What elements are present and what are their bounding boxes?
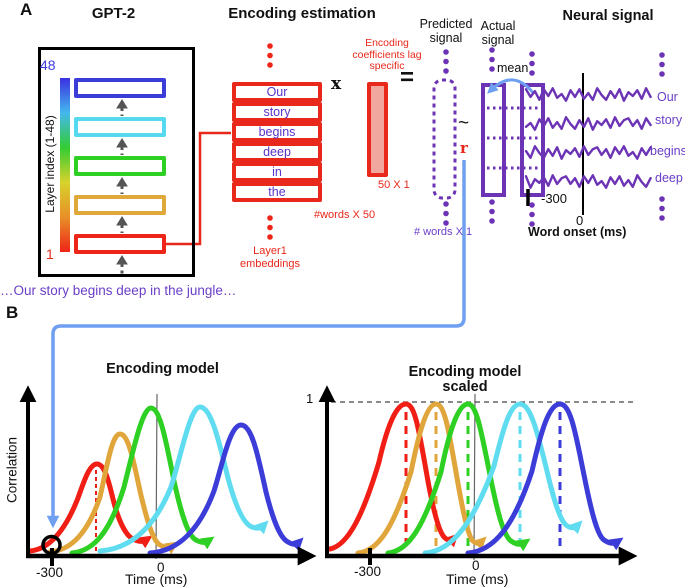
mean-arrow <box>487 78 536 95</box>
word-label: Our <box>266 85 288 99</box>
word-row: begins <box>232 122 322 142</box>
mean-label: mean <box>497 61 529 75</box>
right-tick-minus300: -300 <box>354 564 382 579</box>
encoding-model-scaled-plot <box>318 385 638 566</box>
gpt2-box <box>38 47 195 277</box>
word-row: the <box>232 182 322 202</box>
word-row: in <box>232 162 322 182</box>
layer-index-gradient-bar <box>60 78 70 252</box>
wave-word-label: begins <box>650 144 685 158</box>
correlation-r-label: r <box>460 139 468 157</box>
stimulus-sentence: …Our story begins deep in the jungle… <box>0 283 237 298</box>
ellipsis-dots <box>267 43 665 240</box>
right-tick-zero: 0 <box>472 558 480 573</box>
word-row: story <box>232 102 322 122</box>
encoding-estimation-title: Encoding estimation <box>228 5 376 22</box>
layer-index-axis-label: Layer index (1-48) <box>43 115 57 213</box>
scaled-one-label: 1 <box>306 391 314 406</box>
word-row: Our <box>232 82 322 102</box>
predicted-signal-vector <box>432 78 457 200</box>
neural-waves <box>524 87 652 189</box>
layer-rect-48 <box>74 78 166 98</box>
wave-word-label: Our <box>657 90 678 104</box>
times-symbol: x <box>331 74 342 94</box>
panel-a-label: A <box>20 0 33 19</box>
similarity-tilde: ~ <box>458 113 470 134</box>
layer-rect-12 <box>74 195 166 215</box>
wave-word-label: story <box>655 113 683 127</box>
layer-feed-arrows <box>116 99 128 274</box>
neural-signal-title: Neural signal <box>562 8 654 24</box>
lag-highlight-circle <box>41 534 62 556</box>
actual-signal-title: Actual signal <box>480 19 516 47</box>
word-label: in <box>272 165 282 179</box>
coefficients-label: Encoding coefficients lag specific <box>352 37 422 72</box>
encoding-model-plot <box>19 385 317 566</box>
layer-index-top: 48 <box>40 57 56 73</box>
word-onset-axis-label: Word onset (ms) <box>528 225 627 239</box>
layer1-embeddings-label: Layer1 embeddings <box>240 245 300 270</box>
word-label: the <box>268 185 286 199</box>
layer-index-bottom: 1 <box>46 246 54 262</box>
word-label: story <box>263 105 291 119</box>
predicted-signal-dims: # words X 1 <box>414 226 473 238</box>
predicted-signal-title: Predicted signal <box>419 17 473 45</box>
encoding-model-title: Encoding model <box>106 361 219 377</box>
word-label: deep <box>263 145 291 159</box>
panel-b-label: B <box>6 303 19 322</box>
left-tick-zero: 0 <box>157 560 165 575</box>
left-time-axis-label: Time (ms) <box>125 571 188 587</box>
equals-symbol: = <box>400 64 415 91</box>
encoding-model-scaled-title: Encoding model scaled <box>408 364 522 395</box>
r-to-plot-connector <box>46 160 466 529</box>
layer-rect-36 <box>74 117 166 137</box>
gpt2-title: GPT-2 <box>91 5 136 22</box>
layer1-to-embeddings-connector <box>164 131 231 246</box>
coefficients-vector <box>367 82 388 177</box>
layer-rect-24 <box>74 156 166 176</box>
layer-rect-1 <box>74 234 166 254</box>
word-label: begins <box>258 125 296 139</box>
right-time-axis-label: Time (ms) <box>446 571 509 587</box>
coefficients-dims: 50 X 1 <box>378 179 410 191</box>
onset-zero-label: 0 <box>576 213 584 228</box>
minus300-label-neural: -300 <box>541 191 568 206</box>
wave-word-label: deep <box>655 171 683 185</box>
left-tick-minus300: -300 <box>36 565 64 580</box>
embedding-matrix-dims: #words X 50 <box>314 209 376 221</box>
correlation-axis-label: Correlation <box>4 436 20 504</box>
word-row: deep <box>232 142 322 162</box>
